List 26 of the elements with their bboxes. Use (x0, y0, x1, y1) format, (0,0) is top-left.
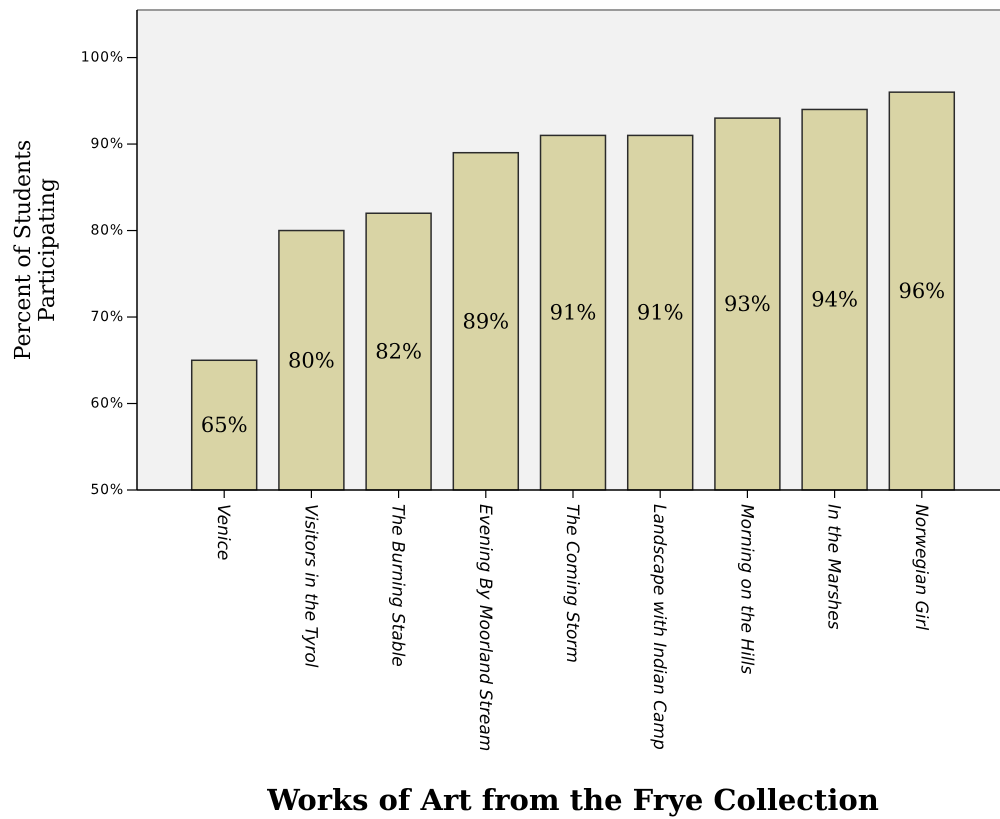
x-tick-label: In the Marshes (824, 504, 844, 630)
x-tick-label: The Coming Storm (562, 504, 582, 663)
data-label: 96% (898, 279, 946, 304)
x-tick-label: Visitors in the Tyrol (300, 504, 320, 668)
y-tick-label: 100% (80, 50, 124, 66)
x-axis-title: Works of Art from the Frye Collection (266, 783, 879, 817)
x-tick-label: The Burning Stable (388, 504, 408, 667)
y-tick-label: 50% (90, 482, 124, 498)
data-label: 89% (462, 309, 510, 334)
y-tick-label: 90% (90, 136, 124, 152)
data-label: 93% (724, 292, 771, 316)
x-tick-label: Landscape with Indian Camp (649, 504, 670, 750)
data-label: 94% (811, 288, 858, 312)
x-tick-label: Venice (213, 504, 234, 560)
x-tick-label: Evening By Moorland Stream (474, 504, 495, 752)
data-label: 82% (375, 340, 422, 364)
y-tick-label: 70% (90, 309, 124, 326)
y-axis-title: Percent of Students Participating (10, 140, 60, 360)
x-tick-label: Norwegian Girl (910, 504, 931, 630)
data-label: 65% (200, 413, 248, 438)
x-tick-label: Morning on the Hills (736, 504, 756, 674)
data-label: 80% (288, 348, 335, 372)
data-label: 91% (636, 300, 684, 325)
data-label: 91% (550, 300, 596, 325)
y-tick-label: 80% (90, 222, 124, 239)
y-tick-label: 60% (90, 396, 124, 412)
